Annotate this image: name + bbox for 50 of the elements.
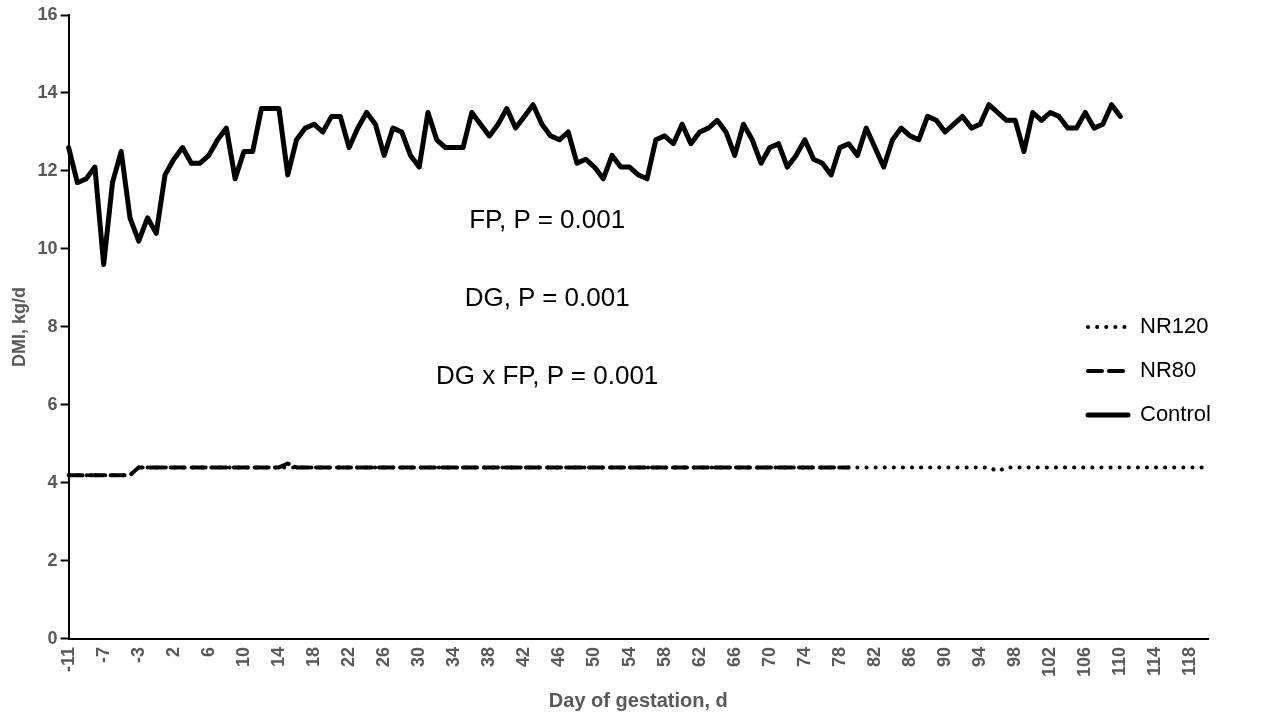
- x-tick-label: 94: [969, 646, 990, 667]
- x-tick-label: 82: [863, 646, 884, 667]
- y-tick-label: 12: [37, 159, 58, 180]
- x-tick-label: 46: [548, 646, 569, 667]
- x-tick-label: 62: [688, 646, 709, 667]
- x-tick-label: 86: [898, 646, 919, 667]
- x-tick-label: 66: [723, 646, 744, 667]
- x-tick-label: 74: [793, 646, 814, 667]
- legend-label: Control: [1140, 401, 1211, 427]
- x-tick-label: 30: [408, 646, 429, 667]
- x-tick-label: 90: [934, 646, 955, 667]
- x-tick-label: 38: [478, 646, 499, 667]
- x-tick-label: 2: [162, 646, 183, 657]
- y-tick-label: 4: [47, 471, 58, 492]
- x-tick-label: 98: [1004, 646, 1025, 667]
- x-tick-label: -11: [57, 646, 78, 672]
- x-tick-label: 42: [513, 646, 534, 667]
- x-tick-label: 14: [267, 646, 288, 667]
- x-tick-label: 22: [338, 646, 359, 667]
- x-axis-title: Day of gestation, d: [548, 688, 728, 711]
- x-tick-label: -7: [92, 646, 113, 663]
- y-tick-label: 10: [37, 237, 58, 258]
- x-tick-label: 6: [197, 646, 218, 657]
- y-tick-label: 8: [47, 315, 58, 336]
- annotation: FP, P = 0.001: [469, 204, 626, 235]
- x-tick-label: 50: [583, 646, 604, 667]
- x-tick-label: 110: [1109, 646, 1130, 677]
- x-tick-label: 58: [653, 646, 674, 667]
- y-tick-label: 14: [37, 81, 58, 102]
- annotation: DG, P = 0.001: [464, 282, 630, 313]
- y-tick-label: 2: [47, 549, 58, 570]
- x-tick-label: 114: [1144, 646, 1165, 677]
- x-tick-label: 18: [302, 646, 323, 667]
- x-tick-label: 106: [1074, 646, 1095, 678]
- x-tick-label: 10: [232, 646, 253, 667]
- y-tick-label: 16: [37, 3, 58, 24]
- x-tick-label: 78: [828, 646, 849, 667]
- x-tick-label: 102: [1039, 646, 1060, 678]
- x-tick-label: 70: [758, 646, 779, 667]
- y-tick-label: 0: [47, 627, 58, 648]
- legend-label: NR80: [1140, 357, 1197, 383]
- annotation: DG x FP, P = 0.001: [435, 360, 659, 391]
- x-tick-label: 26: [373, 646, 394, 667]
- y-tick-label: 6: [47, 393, 58, 414]
- x-tick-label: 118: [1179, 646, 1200, 677]
- legend-label: NR120: [1140, 313, 1209, 339]
- x-tick-label: -3: [127, 646, 148, 663]
- x-tick-label: 34: [443, 646, 464, 667]
- y-axis-title: DMI, kg/d: [8, 286, 29, 367]
- x-tick-label: 54: [618, 646, 639, 667]
